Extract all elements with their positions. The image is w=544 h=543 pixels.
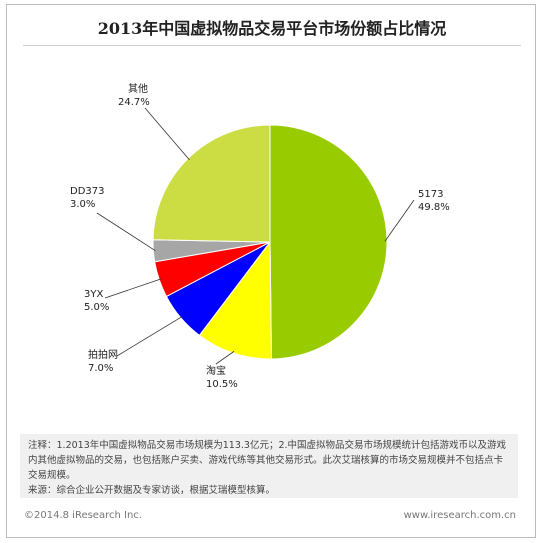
title-divider [23,45,521,46]
slice-5173 [269,124,388,360]
leader-other [144,107,190,161]
label-dd373-name: DD373 [70,186,105,197]
label-other-name: 其他 [128,84,148,95]
label-5173: 5173 49.8% [418,188,450,214]
leader-dd373 [96,212,156,251]
notes-line-2: 来源：综合企业公开数据及专家访谈，根据艾瑞模型核算。 [28,485,276,496]
notes-box: 注释：1.2013年中国虚拟物品交易市场规模为113.3亿元；2.中国虚拟物品交… [20,434,518,498]
slice-taobao [198,240,272,360]
label-3yx-name: 3YX [84,289,104,300]
label-dd373-value: 3.0% [70,199,96,210]
label-taobao-name: 淘宝 [206,366,226,377]
label-paipai-name: 拍拍网 [88,350,118,361]
label-other-value: 24.7% [118,97,150,108]
label-3yx-value: 5.0% [84,302,110,313]
label-taobao-value: 10.5% [206,379,238,390]
chart-title: 2013年中国虚拟物品交易平台市场份额占比情况 [97,19,447,38]
label-other: 其他 24.7% [118,83,150,109]
footer-copyright: ©2014.8 iResearch Inc. [24,510,142,521]
label-paipai: 拍拍网 7.0% [88,349,118,375]
leader-5173 [384,199,415,242]
leader-paipai [116,316,183,357]
label-5173-name: 5173 [418,189,444,200]
label-dd373: DD373 3.0% [70,185,105,211]
slice-other [152,124,271,243]
label-taobao: 淘宝 10.5% [206,365,238,391]
label-3yx: 3YX 5.0% [84,288,109,314]
leader-taobao [215,350,235,365]
label-5173-value: 49.8% [418,202,450,213]
label-paipai-value: 7.0% [88,363,114,374]
footer-website: www.iresearch.com.cn [403,510,516,521]
notes-line-1: 注释：1.2013年中国虚拟物品交易市场规模为113.3亿元；2.中国虚拟物品交… [28,440,507,481]
leader-3yx [104,278,162,299]
